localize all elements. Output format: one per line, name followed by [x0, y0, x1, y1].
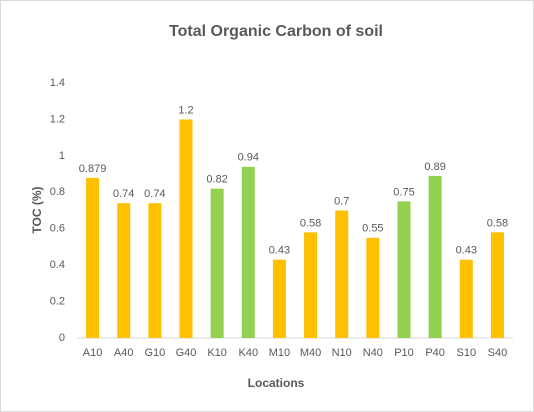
data-label: 0.74: [144, 188, 165, 200]
bar: [148, 203, 162, 338]
data-label: 0.94: [238, 152, 259, 164]
data-label: 0.75: [393, 186, 414, 198]
data-label: 0.58: [487, 217, 508, 229]
x-tick-label: G10: [144, 347, 165, 359]
y-tick-label: 0.4: [50, 259, 65, 271]
bar: [490, 232, 504, 338]
bar: [179, 119, 193, 338]
x-tick-label: P10: [394, 347, 414, 359]
bar: [366, 237, 380, 338]
y-tick-label: 1: [59, 150, 65, 162]
x-tick-label: A10: [83, 347, 103, 359]
y-tick-label: 1.2: [50, 113, 65, 125]
data-label: 0.7: [334, 195, 349, 207]
data-label: 1.2: [178, 104, 193, 116]
bar: [335, 210, 349, 338]
data-label: 0.879: [79, 163, 107, 175]
chart-title: Total Organic Carbon of soil: [169, 23, 383, 40]
data-label: 0.89: [424, 161, 445, 173]
x-tick-label: N40: [363, 347, 383, 359]
bar: [397, 201, 411, 338]
y-tick-label: 0.6: [50, 223, 65, 235]
data-label: 0.55: [362, 223, 383, 235]
x-tick-label: M10: [269, 347, 290, 359]
x-tick-label: S40: [488, 347, 508, 359]
x-tick-label: K40: [238, 347, 258, 359]
x-tick-label: S10: [456, 347, 476, 359]
bar: [459, 259, 473, 338]
x-tick-label: M40: [300, 347, 321, 359]
x-tick-label: P40: [425, 347, 445, 359]
x-tick-label: A40: [114, 347, 134, 359]
x-tick-label: N10: [332, 347, 352, 359]
data-label: 0.82: [206, 174, 227, 186]
bar: [117, 203, 131, 338]
bar: [272, 259, 286, 338]
data-label: 0.74: [113, 188, 134, 200]
y-tick-label: 0.8: [50, 186, 65, 198]
x-tick-label: K10: [207, 347, 227, 359]
y-tick-label: 0: [59, 332, 65, 344]
y-axis-title: TOC (%): [30, 186, 44, 233]
bar: [210, 188, 224, 338]
y-tick-label: 0.2: [50, 295, 65, 307]
x-axis-title: Locations: [248, 376, 305, 390]
bar: [86, 177, 100, 338]
data-label: 0.43: [269, 245, 290, 257]
bar: [241, 166, 255, 338]
y-tick-label: 1.4: [50, 77, 65, 89]
bar: [428, 175, 442, 338]
x-tick-label: G40: [176, 347, 197, 359]
data-label: 0.58: [300, 217, 321, 229]
data-label: 0.43: [456, 245, 477, 257]
bar: [304, 232, 318, 338]
